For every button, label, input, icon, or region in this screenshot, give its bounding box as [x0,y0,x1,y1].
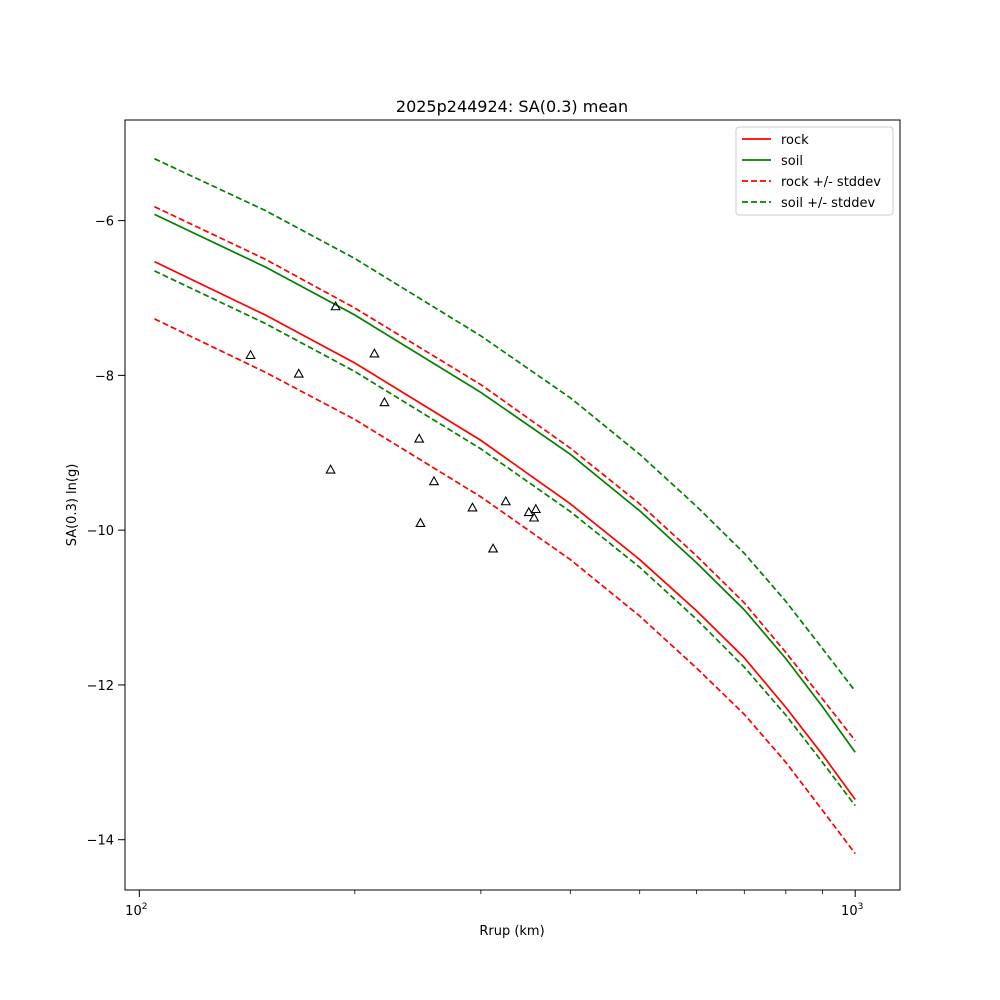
x-axis: 102 103 [125,890,863,919]
y-tick-label: −14 [87,834,114,849]
chart-title: 2025p244924: SA(0.3) mean [396,97,628,116]
y-axis-title: SA(0.3) ln(g) [65,464,80,547]
legend-label: soil [781,154,803,169]
observation-marker [428,475,440,486]
legend-label: rock [781,133,809,148]
series-line-0 [154,260,856,800]
x-axis-title: Rrup (km) [479,924,544,939]
series-line-3 [154,318,856,855]
y-tick-label: −8 [95,369,114,384]
legend: rock soil rock +/- stddev soil +/- stddev [735,126,894,216]
observation-marker [530,503,542,514]
observation-marker [413,433,425,443]
x-tick-label: 102 [125,902,147,919]
observation-marker [523,506,535,517]
y-axis: −14 −12 −10 −8 −6 [87,215,125,849]
legend-label: soil +/- stddev [781,196,876,211]
observation-marker [528,512,540,522]
observation-marker [245,349,256,360]
legend-box [735,126,894,216]
observation-marker [325,464,336,474]
observation-marker [487,543,499,553]
series-layer [154,157,856,855]
observation-points [245,300,542,553]
observation-marker [500,495,511,506]
x-tick-label: 103 [841,902,863,919]
observation-marker [415,517,426,527]
observation-marker [467,502,478,512]
observation-marker [293,368,304,378]
legend-label: rock +/- stddev [781,175,881,190]
y-tick-label: −10 [87,524,114,539]
series-line-4 [154,157,856,692]
series-line-1 [154,213,856,753]
series-line-2 [154,205,856,742]
observation-marker [369,348,380,358]
y-tick-label: −12 [87,679,114,694]
plot-frame [124,119,901,891]
observation-marker [330,300,341,311]
observation-marker [379,396,390,407]
series-line-5 [154,270,856,807]
y-tick-label: −6 [95,215,114,230]
